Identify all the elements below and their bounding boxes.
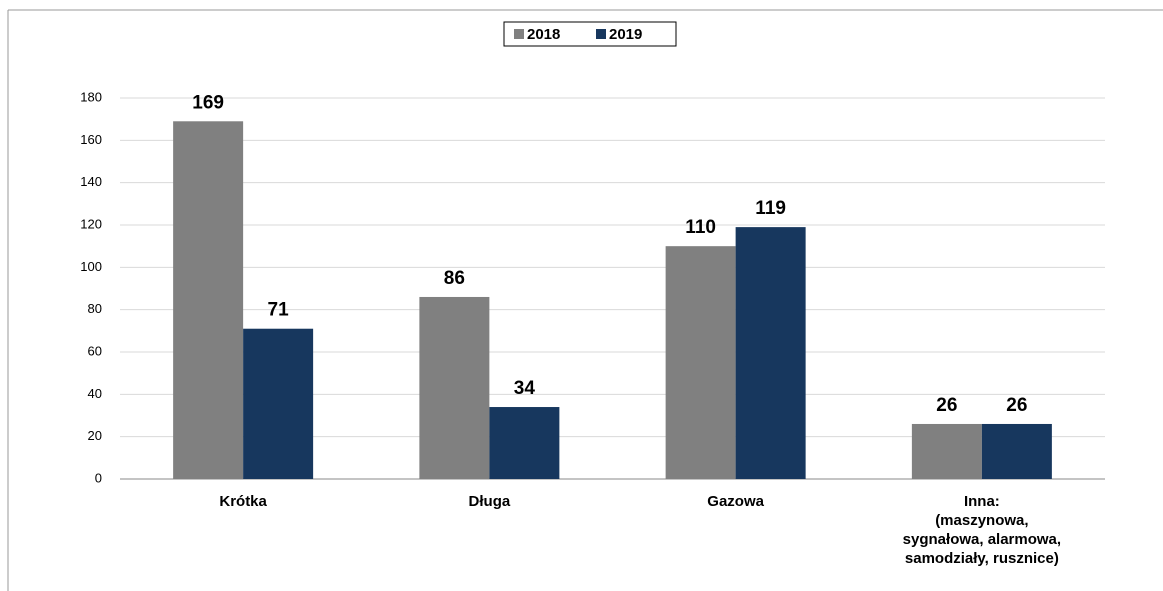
legend-swatch — [596, 29, 606, 39]
y-tick-label: 160 — [80, 132, 102, 147]
bar — [665, 246, 736, 479]
y-tick-label: 180 — [80, 89, 102, 104]
x-tick-label: Długa — [468, 493, 511, 510]
y-tick-label: 100 — [80, 259, 102, 274]
bar — [981, 423, 1052, 479]
x-tick-label: Gazowa — [707, 493, 764, 510]
legend-label: 2018 — [527, 26, 560, 43]
y-tick-label: 80 — [88, 301, 102, 316]
bar — [735, 227, 806, 479]
data-label: 169 — [192, 92, 224, 113]
bar — [173, 121, 244, 480]
data-label: 71 — [268, 300, 290, 321]
y-tick-label: 60 — [88, 343, 102, 358]
legend-label: 2019 — [609, 26, 642, 43]
data-label: 26 — [1006, 395, 1027, 416]
y-tick-label: 140 — [80, 174, 102, 189]
x-tick-label: Inna: (maszynowa, sygnałowa, alarmowa, s… — [902, 493, 1062, 567]
data-label: 119 — [755, 198, 786, 219]
bar — [243, 328, 314, 479]
y-tick-label: 0 — [95, 470, 102, 485]
y-tick-label: 20 — [88, 428, 102, 443]
bar — [911, 423, 982, 479]
legend-box — [503, 21, 677, 47]
legend-swatch — [514, 29, 524, 39]
y-tick-label: 40 — [88, 386, 102, 401]
data-label: 86 — [444, 268, 465, 289]
bar — [489, 407, 560, 479]
data-label: 26 — [936, 395, 957, 416]
data-label: 110 — [685, 217, 716, 238]
data-label: 34 — [514, 378, 536, 399]
y-tick-label: 120 — [80, 216, 102, 231]
bar — [419, 296, 490, 479]
x-tick-label: Krótka — [219, 493, 267, 510]
